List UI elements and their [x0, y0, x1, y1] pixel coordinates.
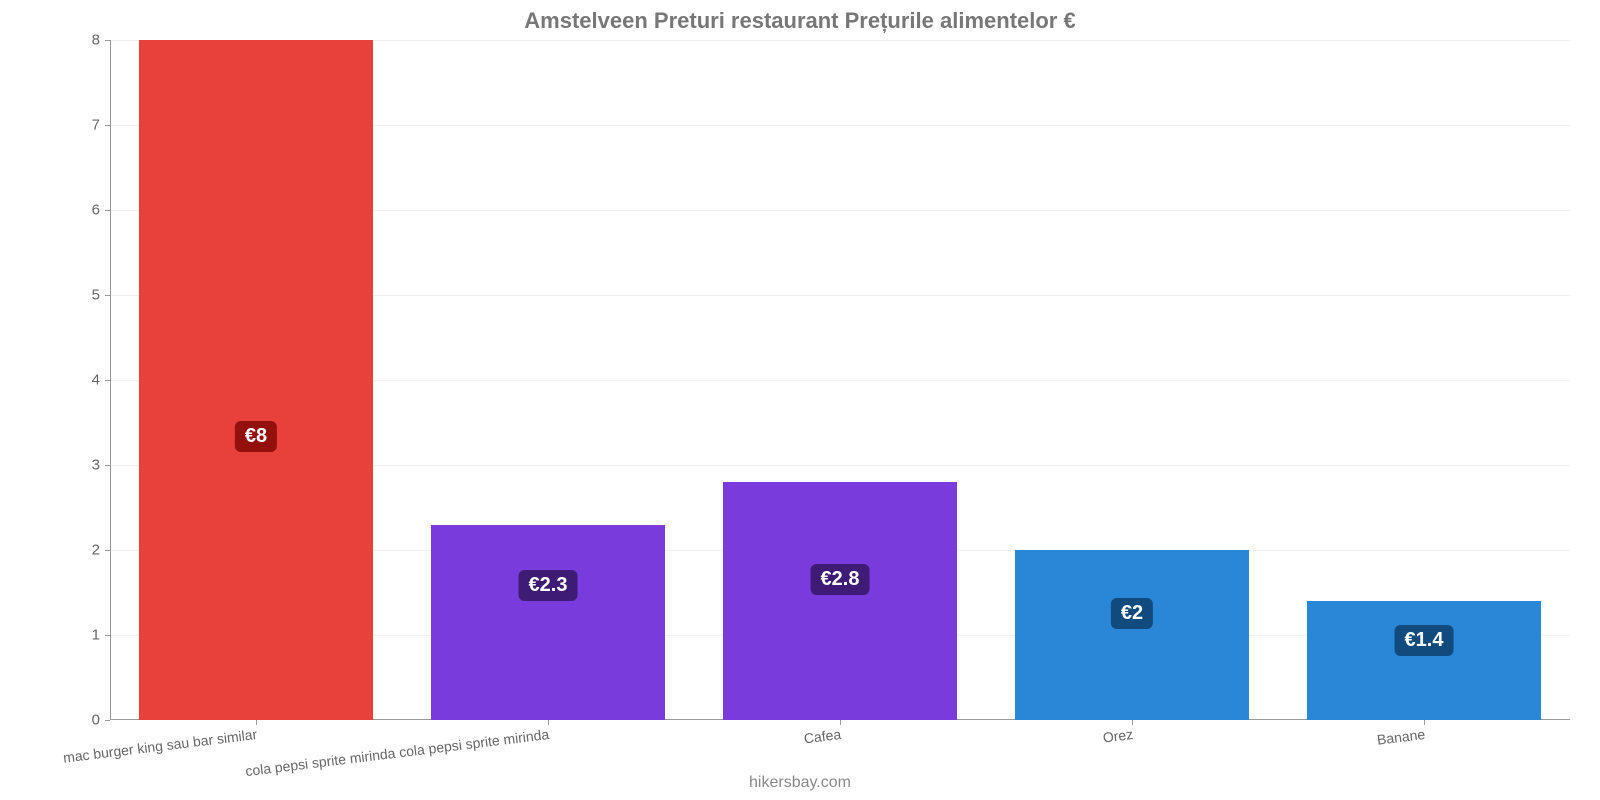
y-tick-mark: [105, 720, 110, 721]
y-tick-label: 0: [92, 712, 100, 729]
bar-value-label: €1.4: [1395, 625, 1454, 656]
x-tick-mark: [840, 720, 841, 725]
y-tick-label: 6: [92, 202, 100, 219]
bar-value-label: €2.8: [811, 564, 870, 595]
x-tick-label: Cafea: [803, 726, 842, 746]
y-tick-mark: [105, 40, 110, 41]
x-tick-label: Banane: [1376, 726, 1426, 748]
bar: [723, 482, 957, 720]
chart-container: Amstelveen Preturi restaurant Prețurile …: [0, 0, 1600, 800]
bar-value-label: €2.3: [519, 570, 578, 601]
chart-title: Amstelveen Preturi restaurant Prețurile …: [0, 0, 1600, 34]
x-tick-mark: [256, 720, 257, 725]
x-tick-label: Orez: [1102, 726, 1134, 746]
y-tick-mark: [105, 125, 110, 126]
x-tick-label: mac burger king sau bar similar: [62, 726, 258, 766]
y-tick-mark: [105, 550, 110, 551]
y-tick-label: 2: [92, 542, 100, 559]
bar-value-label: €8: [235, 421, 277, 452]
bar: [139, 40, 373, 720]
y-tick-label: 1: [92, 627, 100, 644]
bar: [431, 525, 665, 721]
bar: [1307, 601, 1541, 720]
y-tick-label: 5: [92, 287, 100, 304]
y-tick-label: 4: [92, 372, 100, 389]
y-tick-mark: [105, 210, 110, 211]
y-tick-label: 8: [92, 32, 100, 49]
x-tick-label: cola pepsi sprite mirinda cola pepsi spr…: [244, 726, 549, 779]
x-tick-mark: [1424, 720, 1425, 725]
y-tick-label: 7: [92, 117, 100, 134]
y-tick-mark: [105, 635, 110, 636]
x-tick-mark: [548, 720, 549, 725]
y-tick-mark: [105, 295, 110, 296]
y-tick-mark: [105, 465, 110, 466]
y-tick-mark: [105, 380, 110, 381]
bar-value-label: €2: [1111, 598, 1153, 629]
bar: [1015, 550, 1249, 720]
plot-area: 012345678€8mac burger king sau bar simil…: [110, 40, 1570, 720]
x-tick-mark: [1132, 720, 1133, 725]
attribution: hikersbay.com: [0, 774, 1600, 792]
y-tick-label: 3: [92, 457, 100, 474]
